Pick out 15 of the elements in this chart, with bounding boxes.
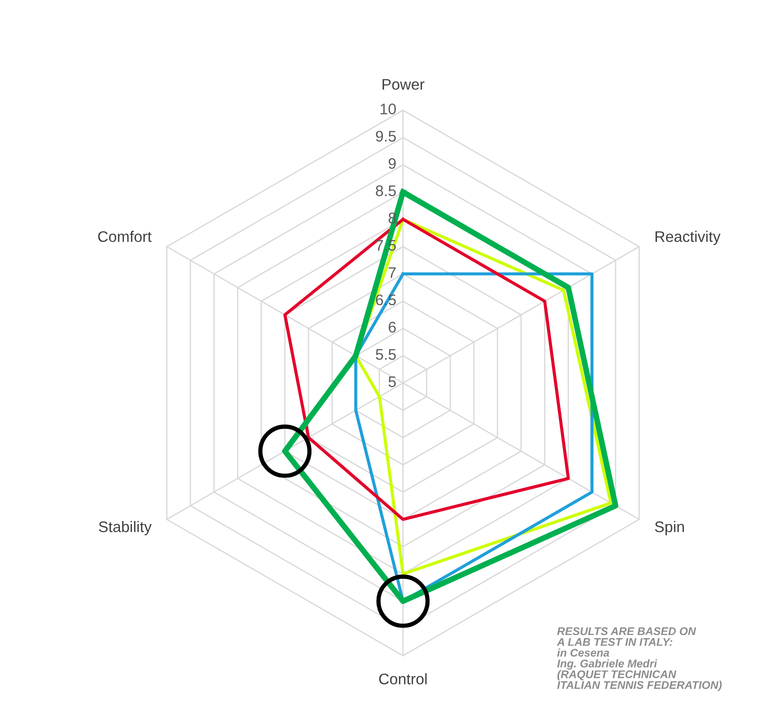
- spoke-label: Control: [379, 673, 427, 684]
- text: RESULTS ARE BASED ON A LAB TEST IN ITALY: in Cesena Ing. Gabriele Medri (RAQUET TECHNICAN ITALIAN TENNIS FEDERATION): [556, 627, 722, 692]
- y-tick-label: 10: [380, 104, 396, 114]
- y-tick-label: 5.5: [376, 349, 396, 360]
- spoke-label: Comfort: [98, 230, 152, 242]
- spoke-label: Reactivity: [656, 230, 720, 246]
- y-tick-label: 9.5: [376, 130, 396, 142]
- y-tick-label: 8.5: [376, 185, 396, 196]
- y-tick-label: 7: [388, 267, 396, 278]
- spoke-label: Power: [382, 79, 424, 90]
- spoke-label: Spin: [655, 520, 684, 536]
- spoke-label: Stability: [98, 520, 152, 536]
- y-tick-label: 6: [388, 322, 396, 333]
- y-tick-label: 5: [388, 376, 396, 388]
- y-tick-label: 9: [388, 158, 396, 169]
